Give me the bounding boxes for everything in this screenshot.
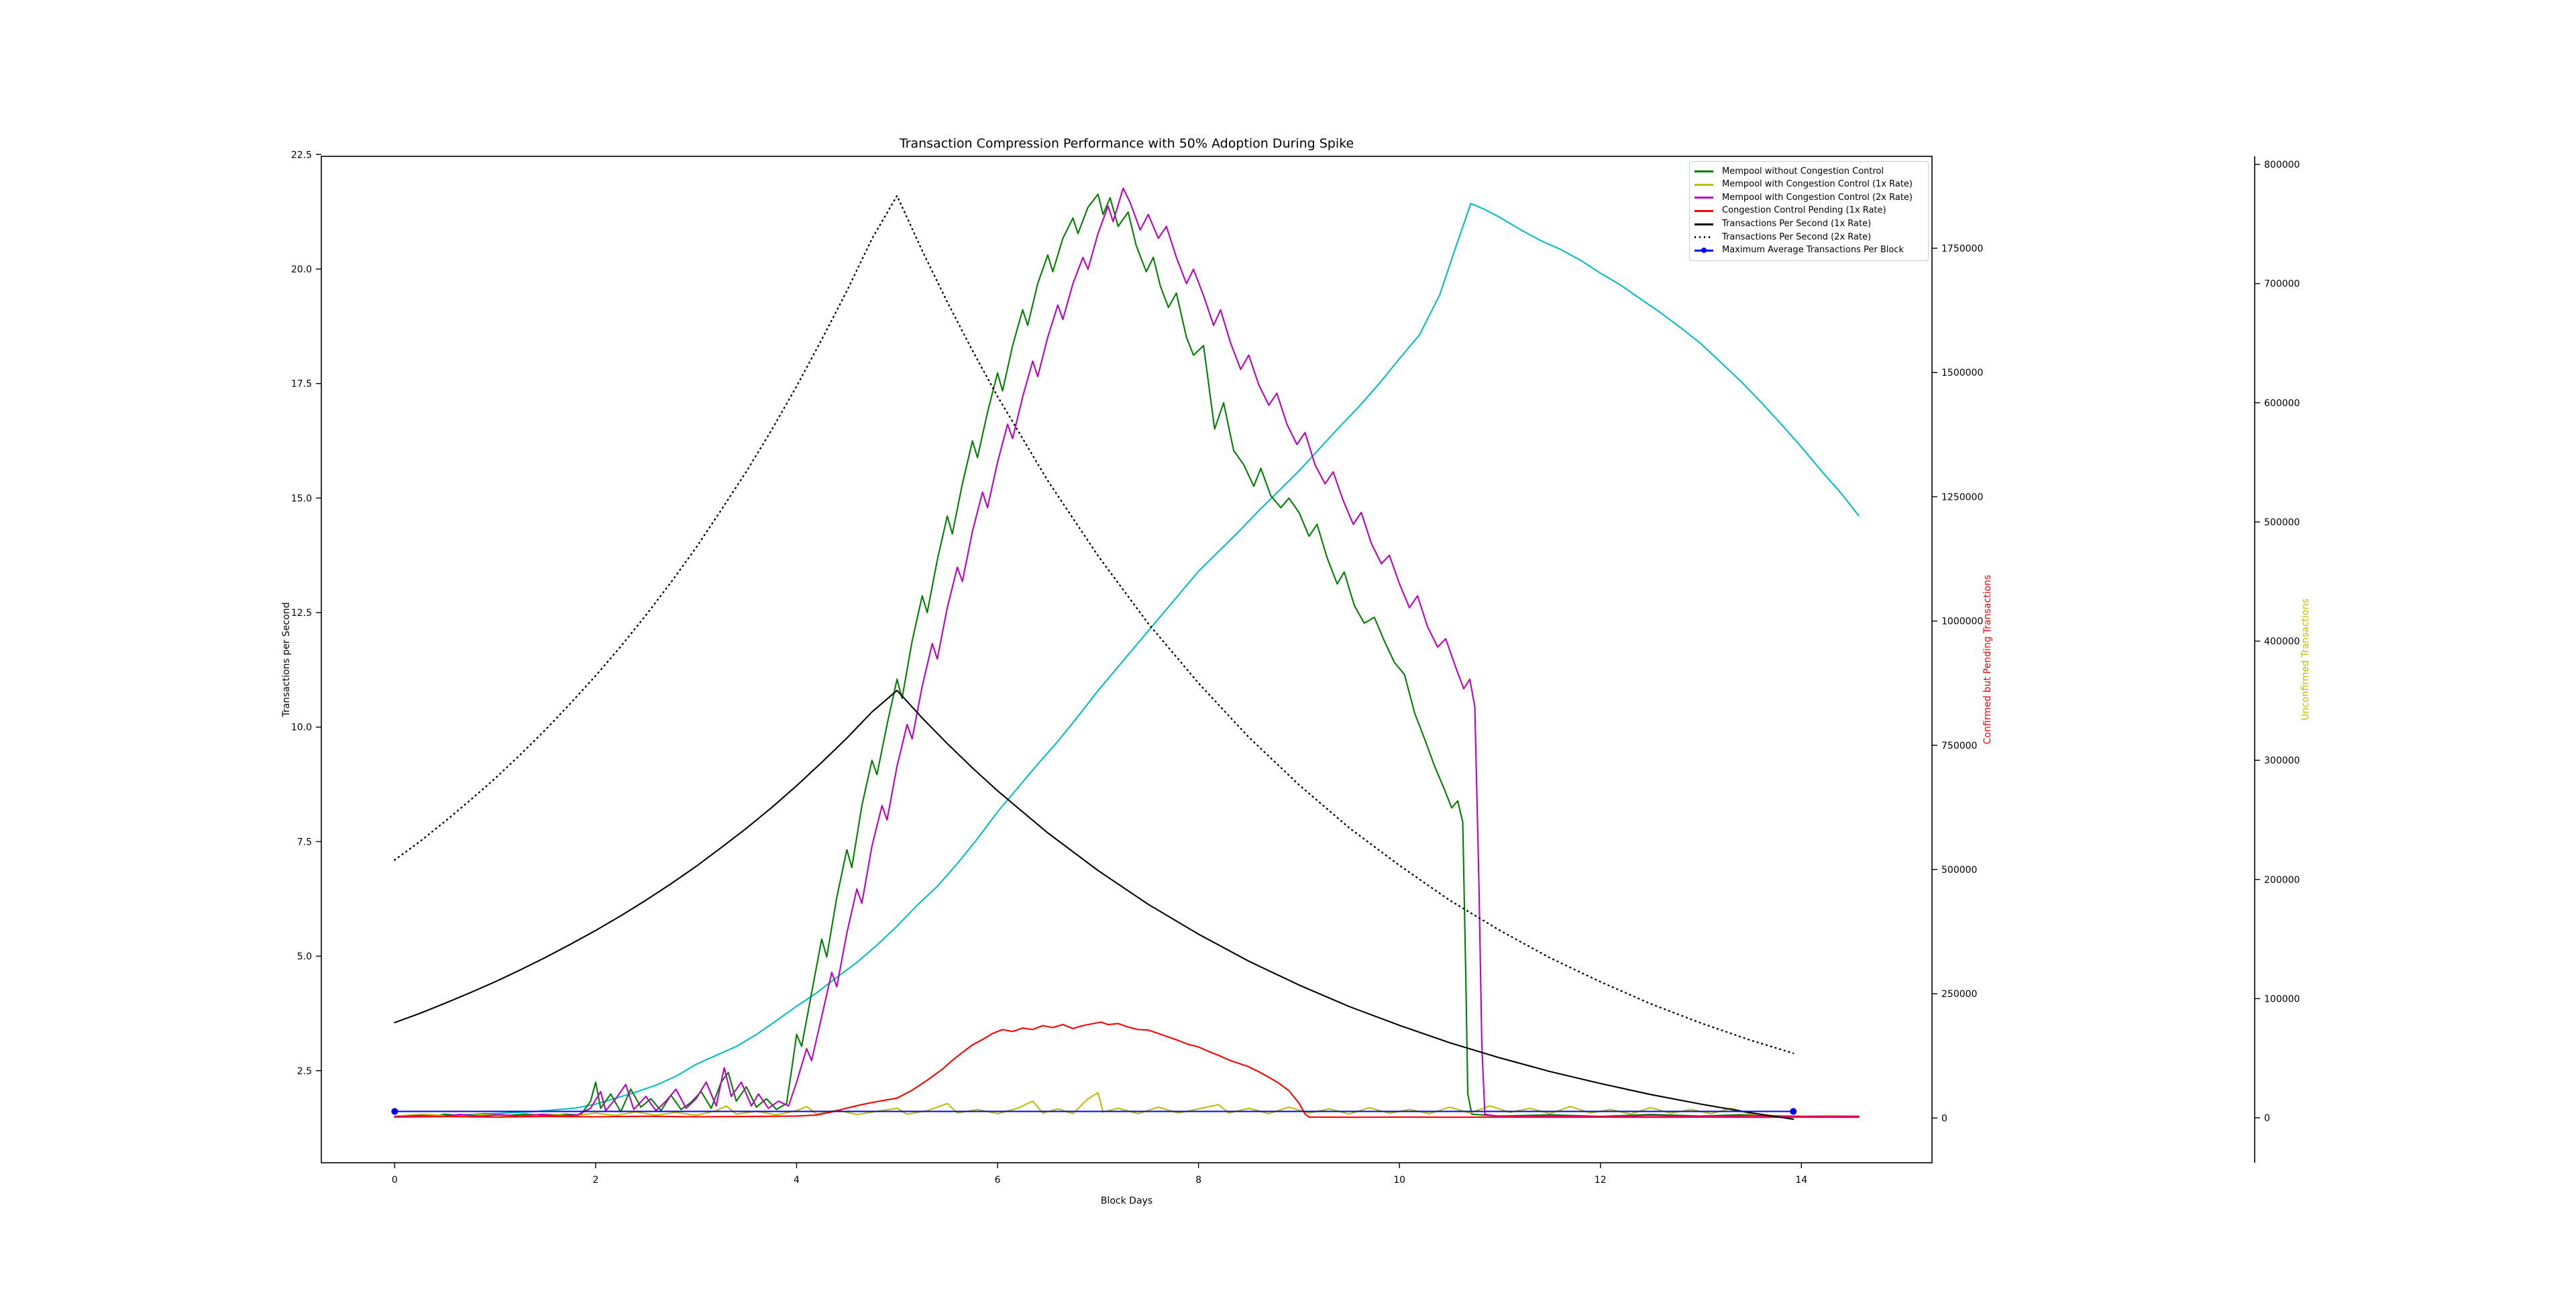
legend-label: Maximum Average Transactions Per Block (1722, 245, 1904, 256)
y-pending-tick-label: 1000000 (1941, 617, 1983, 627)
y-left-tick-label: 22.5 (291, 150, 312, 160)
y-unconfirmed-tick-label: 200000 (2264, 875, 2300, 886)
y-unconfirmed-tick-label: 400000 (2264, 637, 2300, 647)
legend-label: Mempool with Congestion Control (2x Rate… (1722, 192, 1913, 203)
x-tick-label: 2 (592, 1175, 598, 1186)
y-left-tick-label: 5.0 (297, 951, 312, 962)
y-pending-tick-label: 1500000 (1941, 368, 1983, 378)
legend-item: Mempool without Congestion Control (1694, 166, 1925, 178)
x-axis-label: Block Days (1100, 1196, 1153, 1206)
legend: Mempool without Congestion Control Mempo… (1689, 161, 1929, 261)
series-mempool-no-cc (394, 193, 1860, 1118)
legend-label: Mempool without Congestion Control (1722, 166, 1884, 176)
x-tick-label: 14 (1795, 1175, 1807, 1186)
x-tick-label: 4 (794, 1175, 800, 1186)
y-left-tick-label: 15.0 (291, 493, 312, 504)
legend-label: Mempool with Congestion Control (1x Rate… (1722, 179, 1913, 190)
legend-line-swatch-icon (1695, 183, 1713, 186)
series-tps-1x (394, 690, 1794, 1120)
series-confirmed-but-pending (394, 203, 1860, 1118)
y-axis-label-unconfirmed: Unconfirmed Transactions (2300, 598, 2311, 721)
series-mempool-cc-1x (394, 1092, 1860, 1117)
y-pending-tick-label: 500000 (1941, 865, 1977, 876)
y-pending-tick-label: 750000 (1941, 741, 1977, 751)
x-tick-label: 12 (1595, 1175, 1607, 1186)
y-pending-tick-label: 250000 (1941, 989, 1977, 1000)
series-cc-pending-1x (394, 1021, 1860, 1118)
legend-line-swatch-icon (1695, 209, 1713, 212)
legend-line-swatch-icon (1695, 248, 1713, 254)
x-tick-label: 0 (392, 1175, 398, 1186)
y-pending-tick-label: 1750000 (1941, 244, 1983, 254)
y-left-tick-label: 7.5 (297, 837, 312, 847)
y-unconfirmed-tick-label: 100000 (2264, 994, 2300, 1004)
y-pending-tick-label: 0 (1941, 1113, 1947, 1124)
x-tick-label: 6 (995, 1175, 1001, 1186)
series-tps-2x (394, 195, 1794, 1055)
x-tick-label: 8 (1195, 1175, 1201, 1186)
y-left-tick-label: 17.5 (291, 379, 312, 390)
legend-item: Transactions Per Second (2x Rate) (1694, 231, 1925, 244)
legend-item: Transactions Per Second (1x Rate) (1694, 218, 1925, 230)
y-unconfirmed-tick-label: 500000 (2264, 517, 2300, 528)
series-max-avg-tx-per-block-marker (391, 1108, 398, 1115)
y-left-tick-label: 10.0 (291, 723, 312, 733)
y-pending-tick-label: 1250000 (1941, 492, 1983, 503)
legend-item: Mempool with Congestion Control (2x Rate… (1694, 192, 1925, 204)
legend-item: Maximum Average Transactions Per Block (1694, 244, 1925, 256)
y-axis-label-left: Transactions per Second (281, 602, 292, 717)
legend-item: Congestion Control Pending (1x Rate) (1694, 205, 1925, 217)
legend-line-swatch-icon (1695, 223, 1713, 225)
y-left-tick-label: 2.5 (297, 1066, 312, 1077)
legend-line-swatch-icon (1695, 236, 1713, 239)
plot-border (321, 156, 1933, 1163)
series-max-avg-tx-per-block-marker (1790, 1108, 1797, 1115)
y-unconfirmed-tick-label: 800000 (2264, 160, 2300, 170)
legend-label: Congestion Control Pending (1x Rate) (1722, 205, 1886, 216)
y-unconfirmed-tick-label: 0 (2264, 1113, 2270, 1124)
y-unconfirmed-tick-label: 700000 (2264, 279, 2300, 290)
y-unconfirmed-tick-label: 300000 (2264, 755, 2300, 766)
legend-line-swatch-icon (1695, 170, 1713, 173)
legend-line-swatch-icon (1695, 197, 1713, 199)
x-tick-label: 10 (1393, 1175, 1405, 1186)
y-left-tick-label: 12.5 (291, 608, 312, 619)
y-axis-label-pending: Confirmed but Pending Transactions (1982, 574, 1993, 745)
legend-marker-dot-icon (1701, 248, 1707, 254)
chart-title: Transaction Compression Performance with… (899, 136, 1354, 151)
legend-item: Mempool with Congestion Control (1x Rate… (1694, 178, 1925, 191)
y-unconfirmed-tick-label: 600000 (2264, 398, 2300, 409)
legend-label: Transactions Per Second (1x Rate) (1722, 219, 1872, 229)
legend-label: Transactions Per Second (2x Rate) (1722, 231, 1872, 242)
series-mempool-cc-2x (394, 187, 1860, 1118)
y-left-tick-label: 20.0 (291, 264, 312, 275)
